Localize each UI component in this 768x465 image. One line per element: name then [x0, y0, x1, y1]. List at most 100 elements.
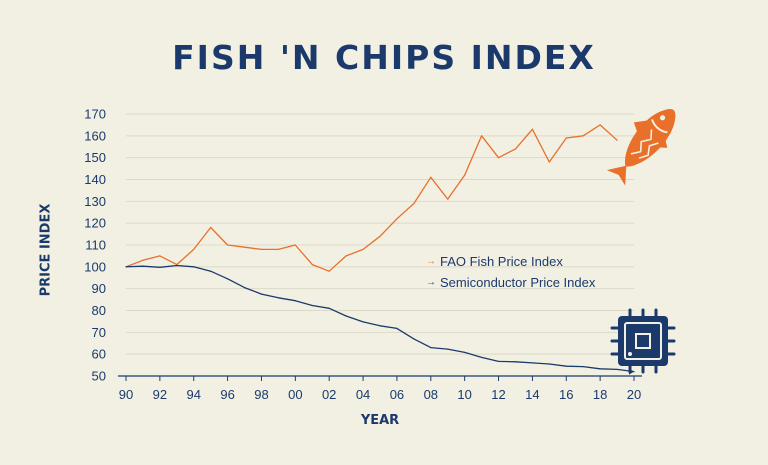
microchip-icon: [610, 308, 676, 374]
data-point-semiconductor-price-2014: [531, 362, 534, 364]
y-tick-60: 60: [92, 347, 106, 362]
data-point-semiconductor-price-1990: [125, 266, 127, 268]
data-point-fish-price-2018: [599, 124, 601, 126]
data-point-semiconductor-price-2011: [481, 356, 483, 359]
data-point-semiconductor-price-2016: [565, 365, 567, 367]
x-tick-18: 18: [593, 387, 607, 402]
data-point-semiconductor-price-2010: [464, 351, 466, 354]
data-point-fish-price-2011: [481, 135, 483, 137]
y-tick-130: 130: [84, 194, 106, 209]
data-point-fish-price-2000: [294, 244, 296, 246]
data-point-semiconductor-price-1996: [227, 278, 229, 280]
data-point-fish-price-1994: [193, 248, 195, 250]
data-point-semiconductor-price-2012: [497, 360, 500, 362]
data-point-semiconductor-price-2003: [345, 315, 347, 317]
x-tick-98: 98: [254, 387, 268, 402]
data-point-semiconductor-price-1994: [193, 266, 195, 268]
x-tick-90: 90: [119, 387, 133, 402]
y-tick-70: 70: [92, 325, 106, 340]
legend-item-fish: → FAO Fish Price Index: [426, 251, 595, 272]
data-point-semiconductor-price-1998: [260, 293, 263, 295]
data-point-semiconductor-price-2007: [413, 338, 415, 340]
data-point-fish-price-2016: [565, 137, 567, 139]
data-point-fish-price-2007: [413, 202, 415, 205]
data-point-semiconductor-price-2017: [582, 366, 584, 368]
y-tick-80: 80: [92, 303, 106, 318]
data-point-semiconductor-price-2002: [328, 307, 330, 309]
data-point-fish-price-2015: [548, 161, 550, 163]
data-point-fish-price-2012: [497, 157, 500, 159]
legend-label-fish: FAO Fish Price Index: [440, 254, 563, 269]
data-point-fish-price-1996: [227, 244, 229, 246]
y-tick-110: 110: [85, 238, 106, 253]
data-point-semiconductor-price-1999: [277, 297, 279, 299]
fish-icon: [606, 108, 676, 186]
legend-marker-semiconductor: →: [426, 277, 436, 288]
y-tick-150: 150: [84, 150, 106, 165]
data-point-fish-price-1992: [159, 255, 161, 257]
data-point-fish-price-2004: [362, 248, 364, 250]
data-point-semiconductor-price-1995: [210, 270, 212, 272]
data-point-fish-price-2008: [430, 176, 432, 178]
data-point-fish-price-2014: [531, 128, 534, 130]
data-point-fish-price-2006: [396, 218, 398, 220]
legend: → FAO Fish Price Index → Semiconductor P…: [426, 251, 595, 293]
data-point-fish-price-1995: [210, 226, 212, 229]
x-axis-label: YEAR: [360, 413, 400, 428]
data-point-semiconductor-price-2018: [599, 368, 601, 370]
data-point-semiconductor-price-2005: [379, 325, 381, 327]
x-tick-06: 06: [390, 387, 404, 402]
y-tick-140: 140: [84, 172, 106, 187]
y-tick-120: 120: [84, 216, 106, 231]
grid-lines: [126, 113, 634, 377]
data-point-fish-price-2003: [345, 255, 347, 257]
data-point-semiconductor-price-2004: [362, 321, 364, 323]
x-tick-20: 20: [627, 387, 641, 402]
y-tick-50: 50: [92, 369, 106, 384]
data-point-semiconductor-price-2009: [447, 348, 449, 350]
data-point-semiconductor-price-2019: [616, 368, 618, 371]
legend-label-semiconductor: Semiconductor Price Index: [440, 275, 596, 290]
chart-title: FISH 'N CHIPS INDEX: [172, 38, 596, 77]
data-point-semiconductor-price-2015: [548, 363, 550, 365]
x-tick-96: 96: [220, 387, 234, 402]
data-point-semiconductor-price-2008: [430, 347, 432, 349]
data-point-fish-price-2013: [514, 148, 517, 150]
x-tick-16: 16: [559, 387, 573, 402]
series-lines: [125, 124, 635, 375]
x-tick-02: 02: [322, 387, 336, 402]
data-point-fish-price-2009: [447, 198, 449, 200]
data-point-semiconductor-price-2006: [396, 327, 398, 330]
data-point-fish-price-2005: [379, 235, 381, 237]
data-point-semiconductor-price-1997: [243, 286, 246, 289]
legend-item-semiconductor: → Semiconductor Price Index: [426, 272, 595, 293]
data-point-fish-price-2001: [311, 264, 313, 266]
x-tick-00: 00: [288, 387, 302, 402]
y-tick-160: 160: [84, 128, 106, 143]
x-tick-08: 08: [424, 387, 438, 402]
data-point-fish-price-2017: [582, 135, 584, 137]
x-tick-94: 94: [186, 387, 200, 402]
y-tick-100: 100: [84, 259, 106, 274]
data-point-fish-price-2019: [616, 139, 618, 141]
x-tick-labels: 90 92 94 96 98 00 02 04 06 08 10 12 14 16 18 20: [118, 375, 642, 402]
x-tick-92: 92: [153, 387, 167, 402]
data-point-semiconductor-price-2000: [294, 300, 296, 302]
data-point-fish-price-1998: [260, 248, 263, 250]
data-point-fish-price-1997: [243, 246, 246, 248]
series-line-fish-price: [125, 124, 618, 272]
x-tick-14: 14: [525, 387, 539, 402]
x-tick-10: 10: [457, 387, 471, 402]
data-point-semiconductor-price-1993: [176, 264, 178, 267]
x-tick-04: 04: [356, 387, 370, 402]
data-point-fish-price-2002: [328, 270, 330, 272]
data-point-fish-price-1999: [277, 248, 279, 250]
y-tick-170: 170: [84, 107, 106, 122]
legend-marker-fish: →: [426, 256, 436, 267]
y-tick-labels: 50 60 70 80 90 100 110 120 130 140 150 160 170: [84, 107, 106, 384]
data-point-semiconductor-price-2013: [514, 361, 517, 363]
data-point-semiconductor-price-2001: [311, 304, 313, 307]
data-point-fish-price-1991: [142, 259, 144, 261]
data-point-semiconductor-price-1991: [142, 265, 144, 267]
